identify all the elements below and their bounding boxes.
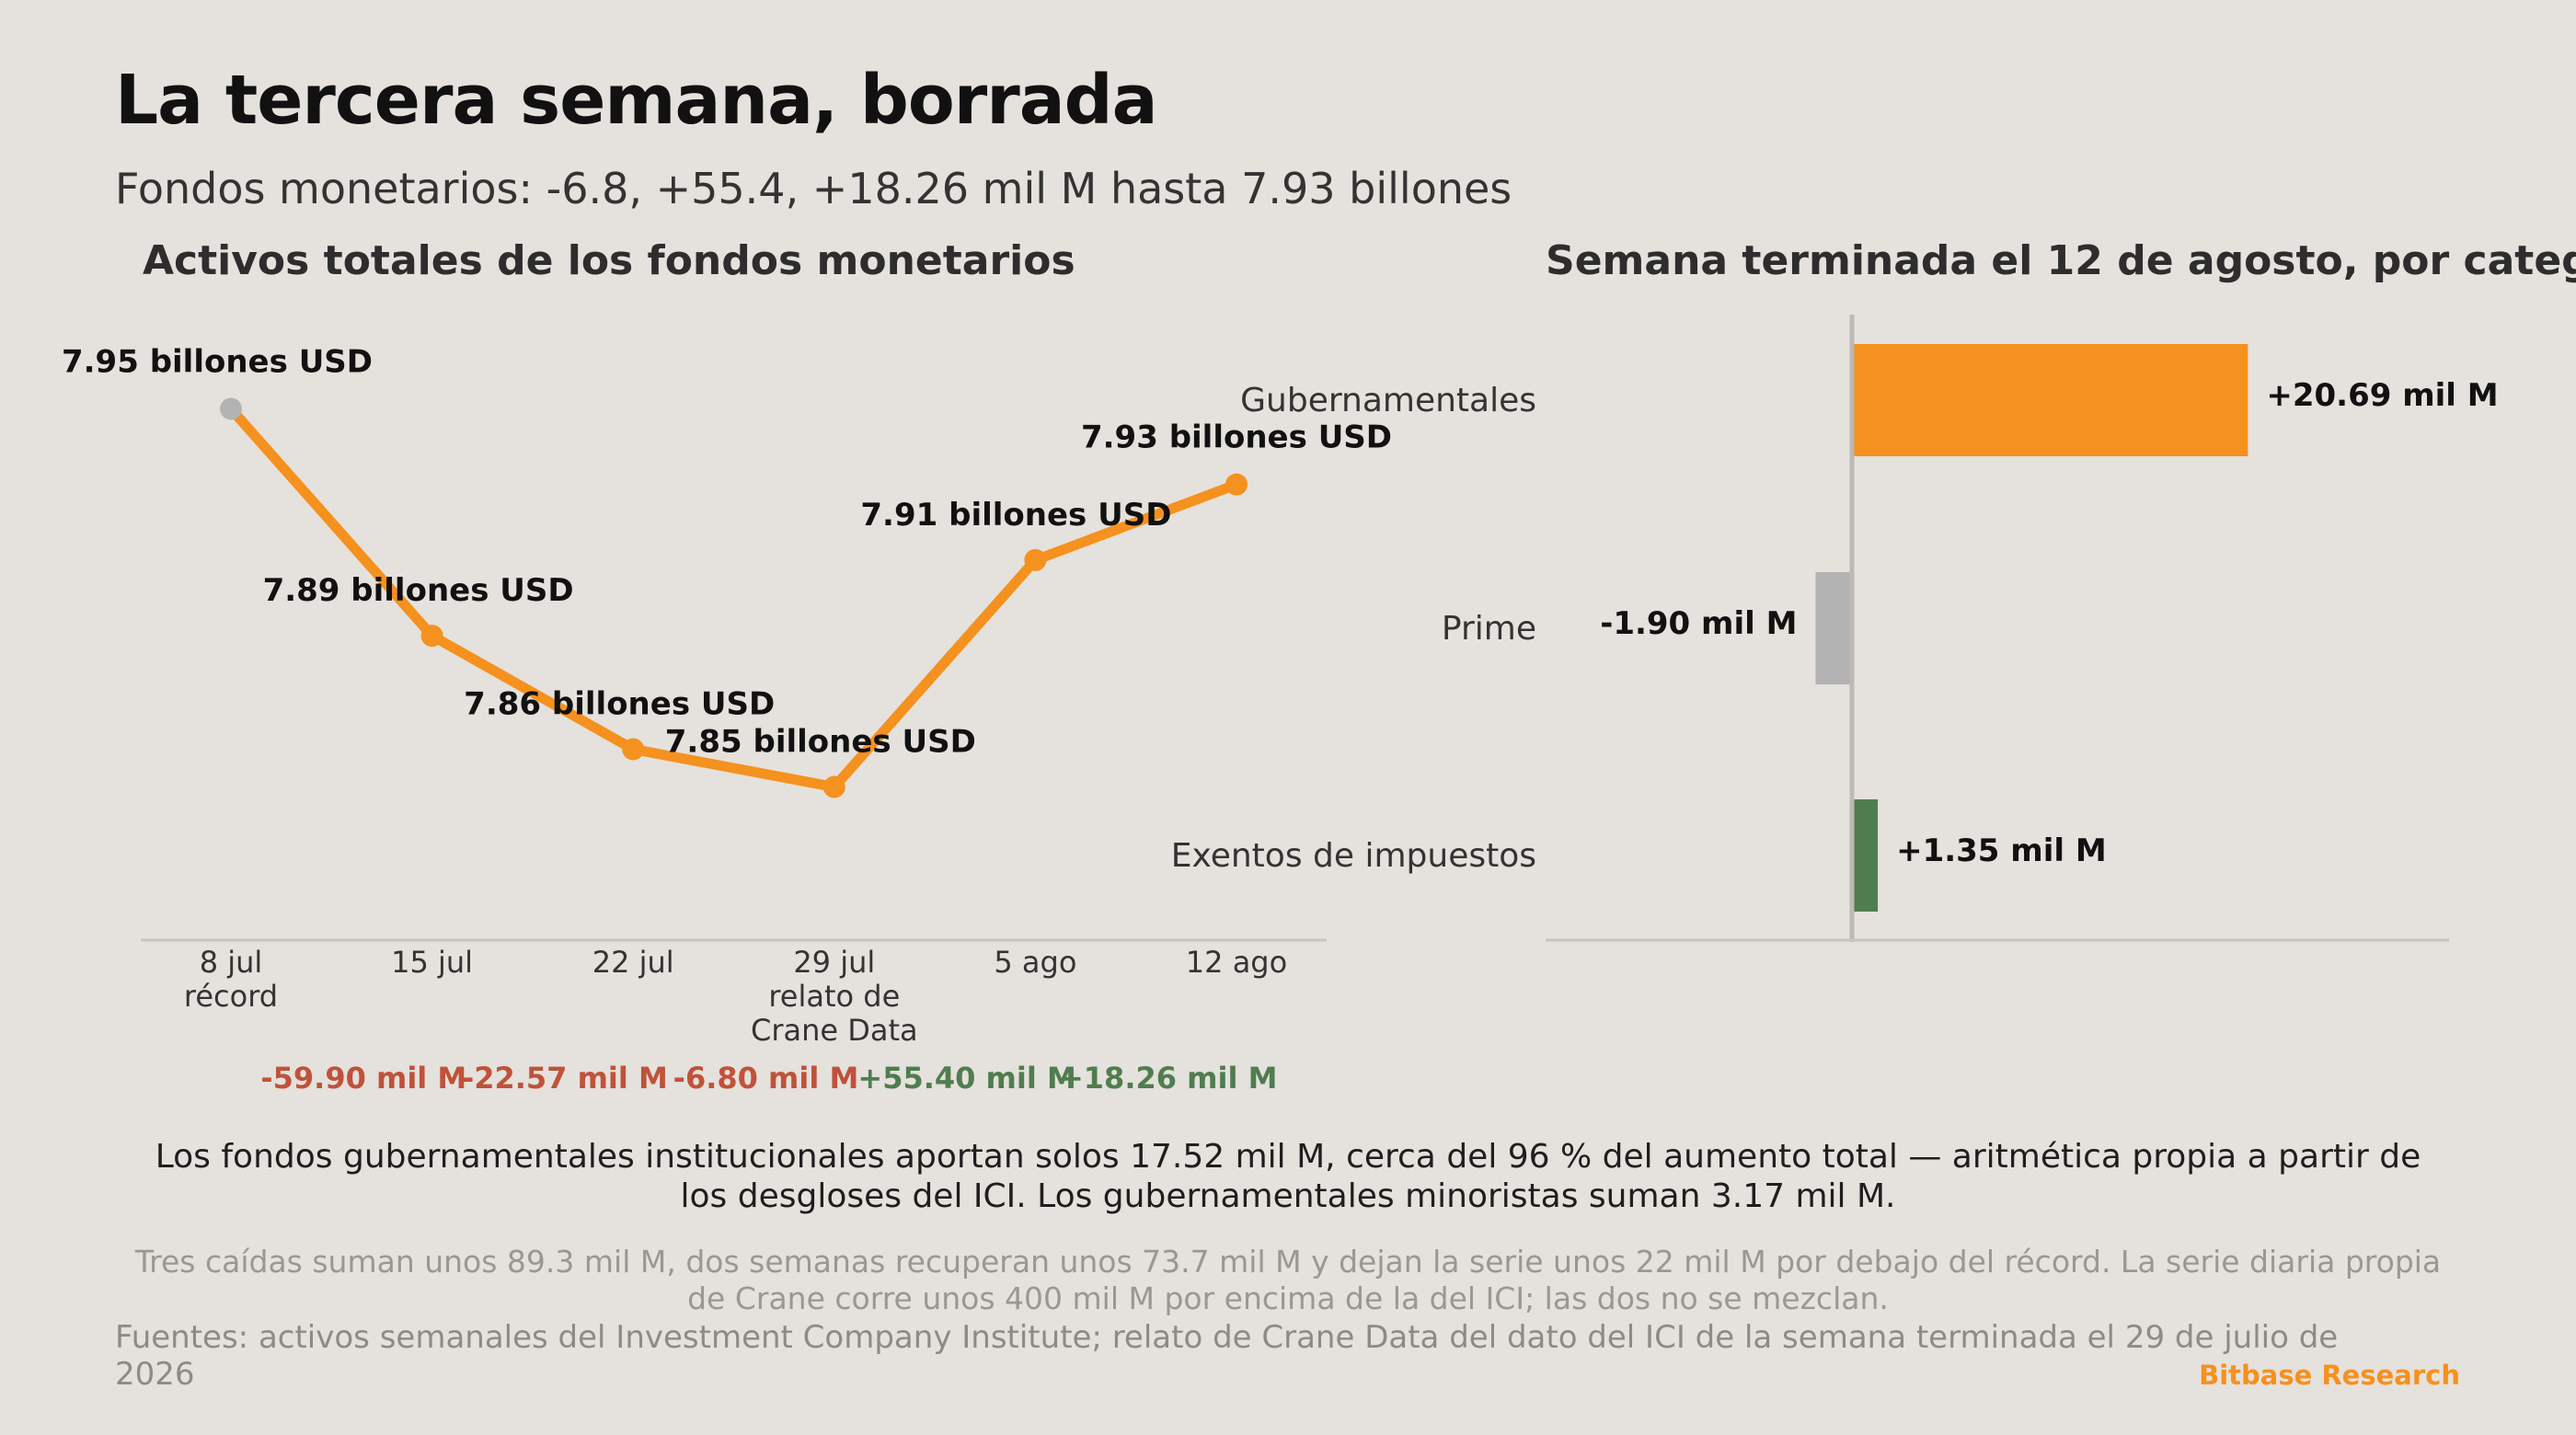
weekly-change-label: +55.40 mil M <box>857 1061 1075 1096</box>
point-value-label: 7.86 billones USD <box>464 685 775 722</box>
x-tick-label: Crane Data <box>751 1013 918 1048</box>
x-tick-label: 15 jul <box>391 945 473 980</box>
category-bar <box>1852 344 2248 456</box>
bar-value-label: -1.90 mil M <box>1600 605 1797 642</box>
data-point <box>622 738 645 761</box>
category-bar <box>1815 572 1852 684</box>
data-point <box>1024 548 1047 571</box>
data-point <box>822 775 845 798</box>
category-label: Exentos de impuestos <box>1171 837 1536 875</box>
bar-chart-title: Semana terminada el 12 de agosto, por ca… <box>1546 237 2576 284</box>
page-subtitle: Fondos monetarios: -6.8, +55.4, +18.26 m… <box>115 164 1512 213</box>
weekly-change-label: -6.80 mil M <box>673 1061 859 1096</box>
weekly-change-label: -59.90 mil M <box>260 1061 466 1096</box>
line-chart-title: Activos totales de los fondos monetarios <box>143 237 1075 284</box>
point-value-label: 7.91 billones USD <box>860 497 1171 534</box>
data-point <box>220 397 242 420</box>
x-tick-label: 22 jul <box>592 945 674 980</box>
x-tick-label: récord <box>184 979 278 1014</box>
page-title: La tercera semana, borrada <box>115 61 1158 140</box>
weekly-change-label: -22.57 mil M <box>462 1061 668 1096</box>
brand-label: Bitbase Research <box>2199 1360 2460 1391</box>
sources-note: Fuentes: activos semanales del Investmen… <box>115 1319 2339 1393</box>
data-point <box>1225 473 1248 496</box>
assets-series-line <box>225 403 1242 793</box>
category-bar <box>1852 799 1879 912</box>
x-tick-label: 29 jul <box>793 945 875 980</box>
category-label: Prime <box>1442 610 1536 648</box>
weekly-change-label: +18.26 mil M <box>1059 1061 1277 1096</box>
bar-value-label: +1.35 mil M <box>1896 832 2107 869</box>
x-tick-label: 5 ago <box>994 945 1076 980</box>
main-note: Los fondos gubernamentales institucional… <box>155 1138 2421 1215</box>
x-tick-label: relato de <box>768 979 900 1014</box>
data-point <box>420 625 443 648</box>
point-value-label: 7.89 billones USD <box>263 572 574 609</box>
bar-value-label: +20.69 mil M <box>2266 377 2498 414</box>
point-value-label: 7.85 billones USD <box>665 724 976 761</box>
secondary-note: Tres caídas suman unos 89.3 mil M, dos s… <box>134 1244 2442 1316</box>
point-value-label: 7.93 billones USD <box>1081 419 1392 456</box>
point-value-label: 7.95 billones USD <box>62 343 373 380</box>
x-tick-label: 8 jul <box>200 945 263 980</box>
x-tick-label: 12 ago <box>1186 945 1287 980</box>
category-label: Gubernamentales <box>1240 382 1536 419</box>
